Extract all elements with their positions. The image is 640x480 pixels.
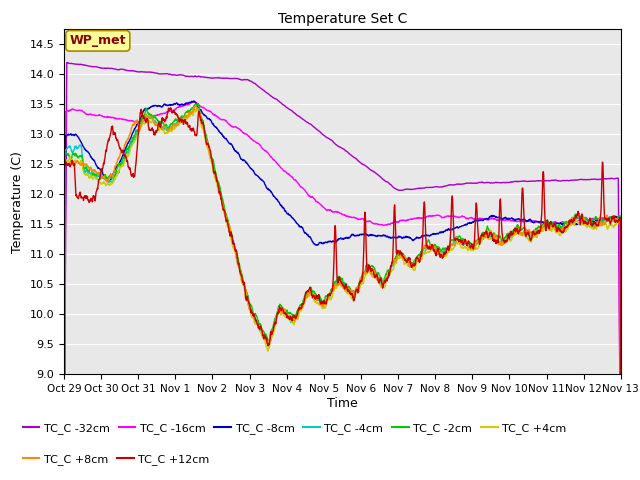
Text: WP_met: WP_met [70, 35, 126, 48]
X-axis label: Time: Time [327, 397, 358, 410]
Legend: TC_C +8cm, TC_C +12cm: TC_C +8cm, TC_C +12cm [19, 450, 214, 469]
Y-axis label: Temperature (C): Temperature (C) [11, 151, 24, 252]
Title: Temperature Set C: Temperature Set C [278, 12, 407, 26]
Legend: TC_C -32cm, TC_C -16cm, TC_C -8cm, TC_C -4cm, TC_C -2cm, TC_C +4cm: TC_C -32cm, TC_C -16cm, TC_C -8cm, TC_C … [19, 419, 571, 438]
